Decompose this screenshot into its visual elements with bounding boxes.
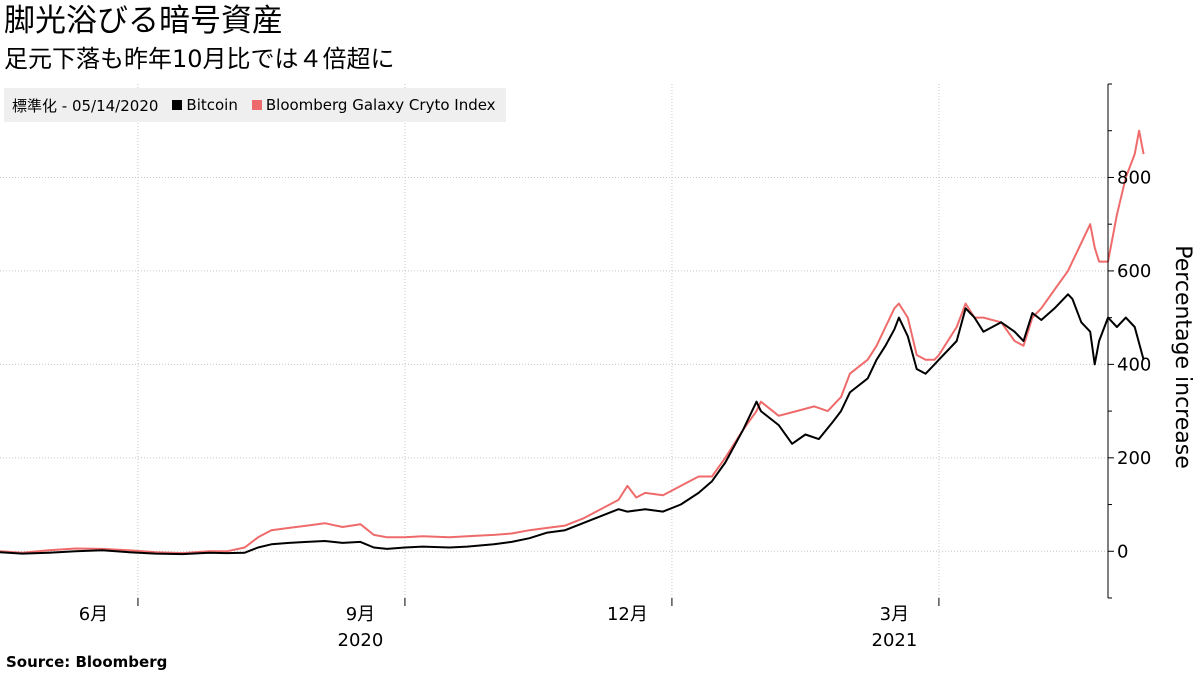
x-tick-label: 12月 — [607, 604, 648, 625]
y-tick-label-200: 200 — [1117, 448, 1151, 469]
chart-subtitle: 足元下落も昨年10月比では４倍超に — [4, 45, 395, 73]
legend-item-bitcoin: Bitcoin — [172, 96, 238, 114]
legend-swatch-galaxy-index — [251, 100, 262, 110]
y-tick-label-600: 600 — [1117, 261, 1151, 282]
legend-label-galaxy-index: Bloomberg Galaxy Cryto Index — [265, 96, 496, 114]
legend-note: 標準化 - 05/14/2020 — [12, 95, 158, 116]
chart-legend: 標準化 - 05/14/2020 Bitcoin Bloomberg Galax… — [4, 88, 506, 122]
y-tick-label-800: 800 — [1117, 167, 1151, 188]
y-tick-label-400: 400 — [1117, 354, 1151, 375]
chart-title: 脚光浴びる暗号資産 — [4, 3, 283, 39]
series-line-galaxy-index — [0, 129, 1145, 555]
y-tick-label-0: 0 — [1117, 541, 1128, 562]
x-tick-label: 6月 — [79, 604, 108, 625]
legend-item-galaxy-index: Bloomberg Galaxy Cryto Index — [251, 96, 496, 114]
x-axis: 6月 9月 12月 3月 2020 2021 — [79, 598, 940, 651]
series-line-bitcoin — [0, 293, 1145, 556]
x-tick-label: 3月 — [880, 604, 909, 625]
chart-series-group — [0, 129, 1145, 556]
y-axis-label: Percentage increase — [1170, 245, 1195, 468]
x-tick-label: 9月 — [346, 604, 375, 625]
x-year-label: 2020 — [338, 630, 384, 651]
legend-note-text: 標準化 - 05/14/2020 — [12, 96, 159, 115]
legend-label-bitcoin: Bitcoin — [186, 96, 238, 114]
source-note: Source: Bloomberg — [6, 653, 168, 671]
x-year-label: 2021 — [872, 630, 918, 651]
legend-swatch-bitcoin — [172, 100, 183, 110]
y-axis: 0 200 400 600 800 Percentage increase — [1107, 83, 1195, 599]
chart-grid — [0, 84, 1108, 598]
